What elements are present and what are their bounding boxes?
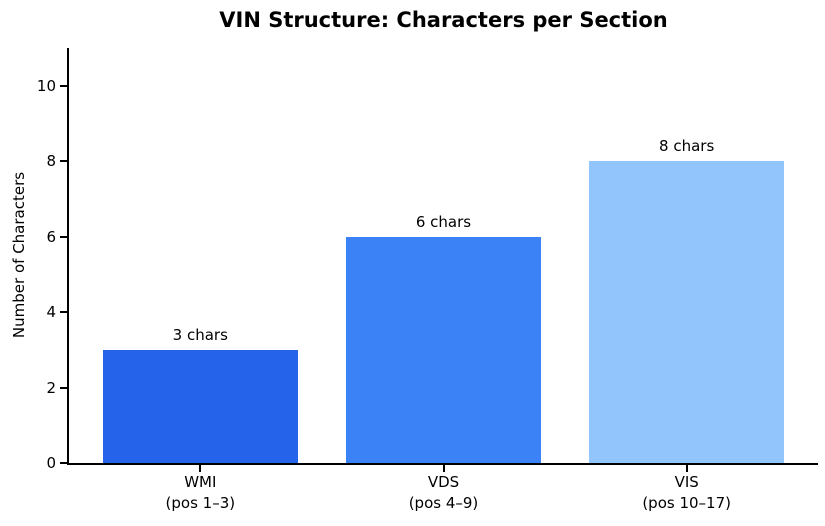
- y-tick-mark: [60, 235, 67, 238]
- x-tick-label-line: VIS: [674, 473, 699, 491]
- x-tick-mark: [685, 465, 688, 472]
- x-axis-line: [67, 463, 818, 465]
- x-tick-label: VIS (pos 10–17): [607, 472, 767, 514]
- bar: [103, 349, 298, 463]
- y-tick-mark: [60, 386, 67, 389]
- bar-value-label: 6 chars: [415, 212, 472, 231]
- y-tick-mark: [60, 84, 67, 87]
- x-tick-label-line: (pos 10–17): [642, 494, 731, 512]
- y-tick-mark: [60, 462, 67, 464]
- bar-value-label: 8 chars: [659, 137, 715, 156]
- y-tick-label: 6: [46, 227, 56, 246]
- y-tick-label: 2: [46, 378, 56, 397]
- y-tick-mark: [60, 160, 67, 163]
- x-tick-label-line: WMI: [184, 473, 217, 491]
- bar: [589, 161, 784, 463]
- x-tick-label: VDS (pos 4–9): [364, 472, 524, 514]
- y-tick-label: 8: [46, 152, 56, 171]
- y-tick-label: 10: [36, 76, 56, 95]
- y-tick-label: 4: [46, 303, 56, 322]
- x-tick-label-line: VDS: [427, 473, 460, 491]
- chart-title: VIN Structure: Characters per Section: [219, 8, 668, 32]
- bar: [346, 236, 541, 463]
- x-tick-label-line: (pos 1–3): [165, 494, 236, 512]
- y-tick-mark: [60, 311, 67, 314]
- y-tick-label: 0: [46, 454, 56, 472]
- x-tick-mark: [199, 465, 202, 472]
- y-axis-line: [67, 48, 69, 465]
- x-tick-label: WMI (pos 1–3): [120, 472, 280, 514]
- x-tick-mark: [442, 465, 445, 472]
- x-tick-label-line: (pos 4–9): [408, 494, 479, 512]
- bar-value-label: 3 chars: [172, 325, 228, 344]
